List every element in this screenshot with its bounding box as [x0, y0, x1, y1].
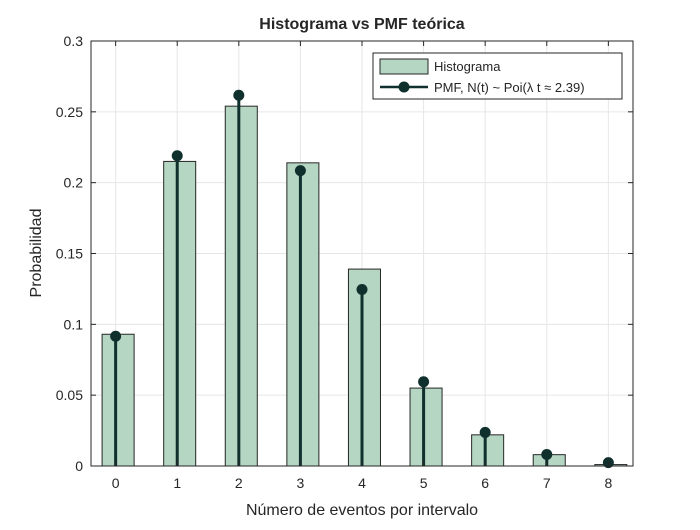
x-tick-label: 3 — [297, 475, 305, 491]
y-tick-label: 0 — [75, 458, 83, 474]
pmf-stem-marker — [233, 89, 245, 101]
histogram-bar — [286, 162, 320, 467]
histogram-bar — [224, 105, 258, 467]
y-tick-label: 0.05 — [56, 387, 83, 403]
bars-layer — [101, 105, 628, 467]
pmf-stem-marker — [171, 150, 183, 162]
x-tick-label: 7 — [543, 475, 551, 491]
y-tick-label: 0.15 — [56, 246, 83, 262]
x-tick-label: 6 — [481, 475, 489, 491]
y-tick-label: 0.2 — [64, 175, 84, 191]
x-tick-label: 1 — [173, 475, 181, 491]
x-tick-label: 8 — [604, 475, 612, 491]
pmf-stem-marker — [418, 376, 430, 388]
x-tick-label: 2 — [235, 475, 243, 491]
x-tick-label: 0 — [112, 475, 120, 491]
legend-pmf-label: PMF, N(t) ~ Poi(λ t ≈ 2.39) — [434, 80, 585, 95]
y-tick-label: 0.3 — [64, 33, 84, 49]
legend-histogram-label: Histograma — [434, 59, 501, 74]
legend-pmf-marker — [398, 81, 410, 93]
histogram-bar — [409, 387, 443, 467]
x-axis-label: Número de eventos por intervalo — [246, 502, 478, 519]
pmf-stem-marker — [356, 283, 368, 295]
pmf-stem-marker — [541, 449, 553, 461]
histogram-bar — [471, 434, 505, 467]
pmf-stem-marker — [294, 165, 306, 177]
pmf-stem-marker — [479, 426, 491, 438]
x-tick-label: 4 — [358, 475, 366, 491]
y-axis-label: Probabilidad — [28, 209, 45, 298]
pmf-stem-marker — [110, 330, 122, 342]
ticks-layer: 0 1 2 3 4 5 6 7 8 0 0.05 0.1 0.15 0.2 0.25 0.3 — [56, 33, 633, 491]
legend: Histograma PMF, N(t) ~ Poi(λ t ≈ 2.39) — [372, 52, 623, 100]
chart-title: Histograma vs PMF teórica — [259, 16, 465, 33]
legend-histogram-swatch — [379, 58, 429, 75]
histogram-bar — [163, 160, 197, 467]
y-tick-label: 0.1 — [64, 316, 84, 332]
histogram-bar — [347, 268, 381, 467]
histogram-bar — [101, 333, 135, 467]
x-tick-label: 5 — [420, 475, 428, 491]
y-tick-label: 0.25 — [56, 104, 83, 120]
